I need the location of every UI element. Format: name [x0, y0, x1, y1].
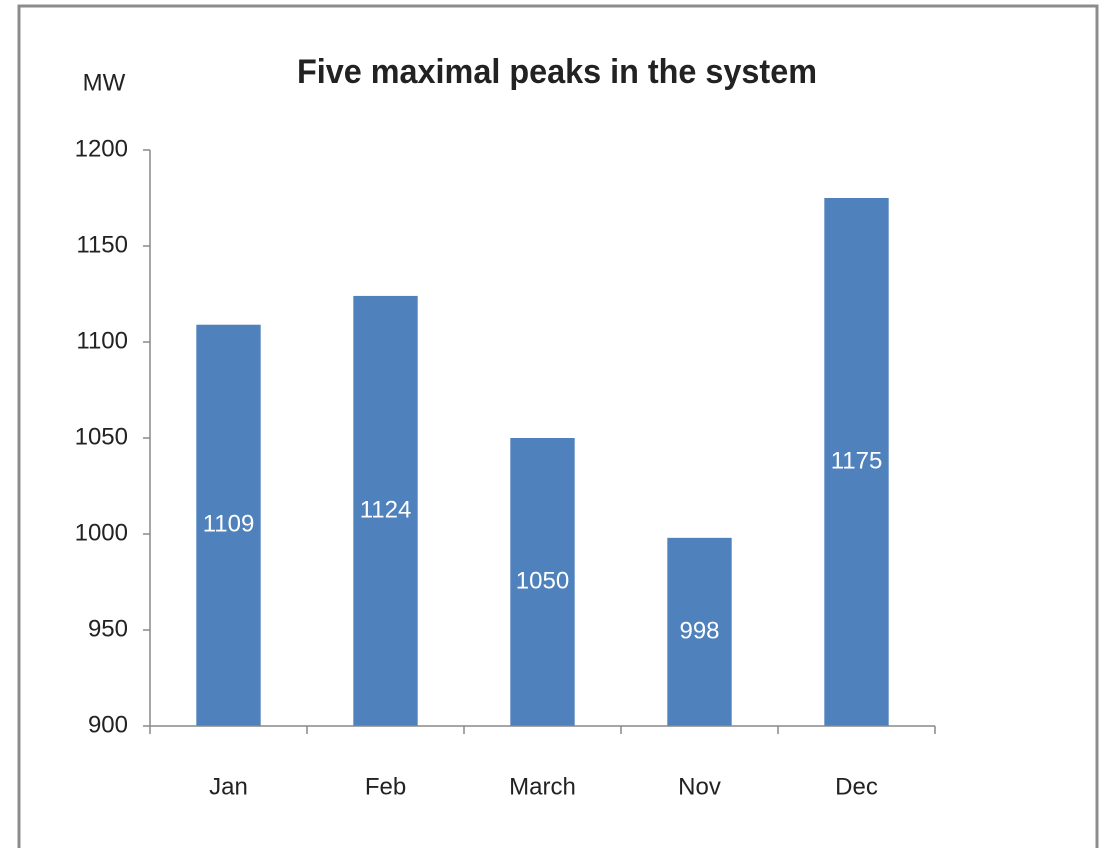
- data-label: 1109: [203, 511, 255, 538]
- x-tick-label: Nov: [678, 773, 721, 800]
- y-tick-label: 1000: [75, 519, 128, 546]
- y-tick-label: 1100: [76, 327, 128, 354]
- x-tick-label: Jan: [209, 773, 248, 800]
- bar: [353, 295, 418, 726]
- y-axis-label: MW: [83, 69, 126, 96]
- y-tick-label: 900: [88, 711, 128, 738]
- x-tick-label: Dec: [835, 773, 878, 800]
- bar: [667, 537, 732, 726]
- x-tick-label: March: [509, 773, 576, 800]
- data-label: 1050: [516, 567, 569, 594]
- chart-title: Five maximal peaks in the system: [297, 53, 817, 91]
- y-tick-label: 950: [88, 615, 128, 642]
- bar: [824, 198, 889, 726]
- bar: [196, 324, 261, 726]
- bar: [510, 438, 575, 726]
- x-tick-label: Feb: [365, 773, 406, 800]
- data-label: 998: [679, 617, 719, 644]
- data-label: 1175: [831, 447, 883, 474]
- data-label: 1124: [360, 496, 412, 523]
- y-tick-label: 1050: [75, 423, 128, 450]
- y-tick-label: 1150: [76, 231, 128, 258]
- y-tick-label: 1200: [75, 135, 128, 162]
